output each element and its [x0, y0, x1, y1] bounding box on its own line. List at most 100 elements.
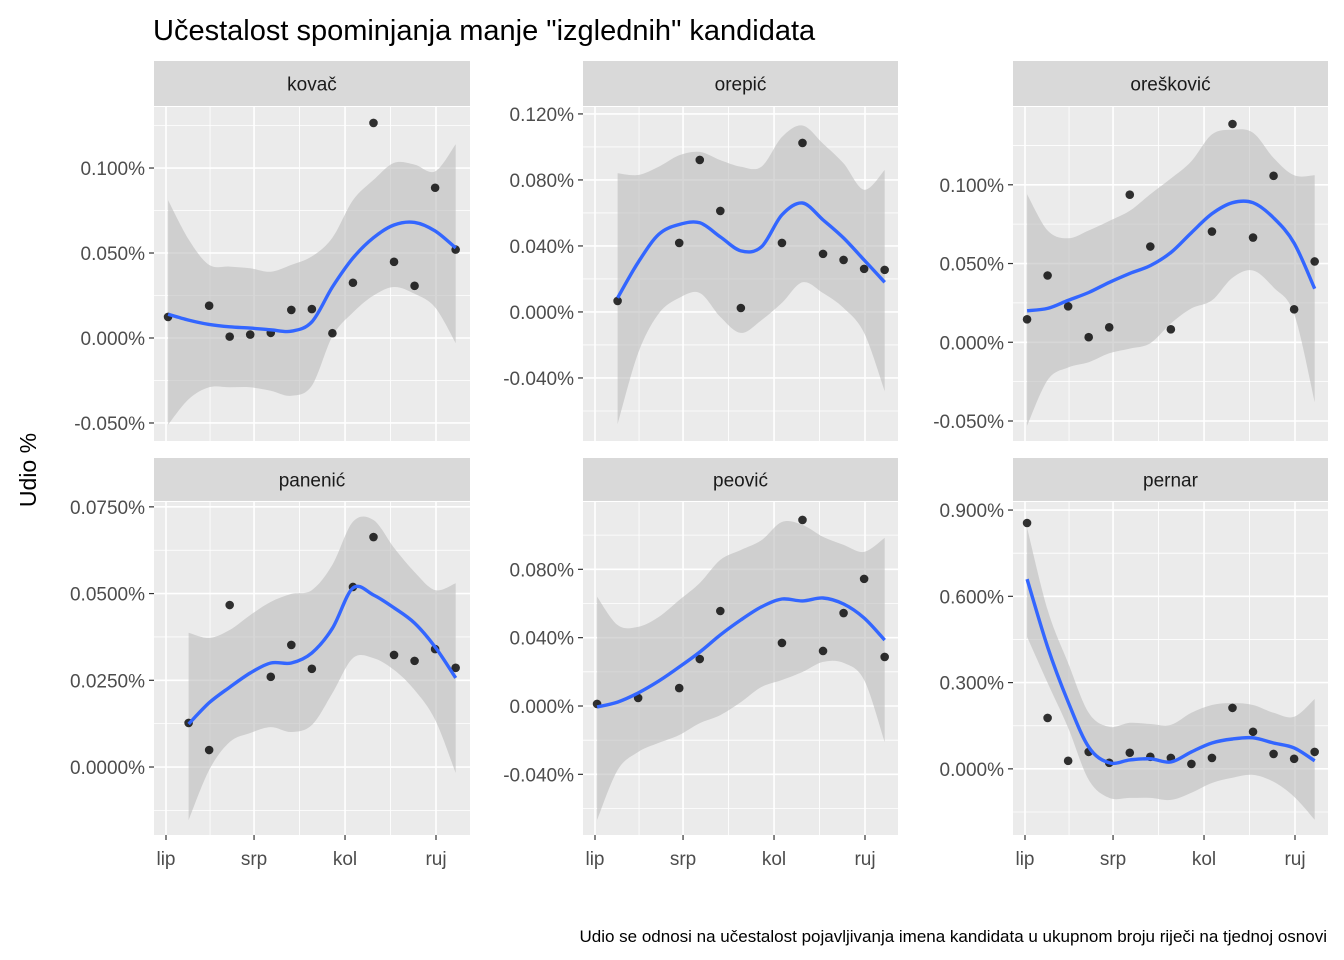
- data-point: [674, 238, 684, 248]
- data-point: [1187, 759, 1196, 769]
- facet-strip-label: orešković: [1130, 75, 1210, 96]
- data-point: [1310, 747, 1319, 757]
- data-point: [1269, 171, 1278, 181]
- facet-strip: [154, 458, 470, 501]
- data-point: [1022, 314, 1032, 324]
- data-point: [1228, 703, 1237, 713]
- facet-strip: [583, 61, 898, 106]
- data-point: [695, 155, 705, 165]
- data-point: [1228, 119, 1237, 129]
- x-tick-label: kol: [762, 849, 786, 870]
- data-point: [307, 664, 317, 674]
- facet-strip: [1013, 458, 1328, 501]
- y-tick-label: 0.000%: [940, 760, 1005, 781]
- facet-strip: [154, 61, 470, 106]
- facet-strip-label: pernar: [1143, 471, 1199, 492]
- data-point: [880, 652, 889, 662]
- data-point: [1084, 332, 1093, 342]
- y-tick-label: 0.0250%: [70, 671, 145, 692]
- data-point: [328, 328, 337, 338]
- data-point: [1125, 190, 1135, 200]
- data-point: [204, 745, 214, 755]
- x-tick-label: lip: [1015, 849, 1034, 870]
- y-tick-label: 0.080%: [510, 171, 575, 192]
- data-point: [1207, 227, 1217, 236]
- data-point: [798, 515, 807, 525]
- confidence-band: [1027, 129, 1315, 426]
- data-point: [859, 264, 869, 274]
- facet-strip: [1013, 61, 1328, 106]
- facet-strip-label: panenić: [279, 471, 346, 492]
- y-tick-label: 0.100%: [940, 176, 1005, 197]
- x-tick-label: kol: [1192, 849, 1216, 870]
- y-tick-label: 0.000%: [81, 329, 146, 350]
- x-tick-label: lip: [156, 849, 175, 870]
- data-point: [225, 332, 234, 341]
- data-point: [716, 606, 725, 616]
- y-tick-label: 0.040%: [510, 629, 575, 650]
- data-point: [1125, 748, 1135, 758]
- data-point: [1207, 753, 1217, 763]
- x-tick-label: srp: [670, 849, 696, 870]
- data-point: [287, 640, 296, 650]
- data-point: [1269, 749, 1278, 759]
- y-tick-label: 0.000%: [510, 303, 575, 324]
- confidence-band: [597, 520, 885, 820]
- confidence-band: [617, 125, 885, 425]
- y-tick-label: 0.050%: [81, 244, 146, 265]
- data-point: [1166, 325, 1176, 334]
- x-tick-label: srp: [241, 849, 267, 870]
- data-point: [410, 281, 419, 291]
- facet-panel-1: orepić -0.040% 0.000% 0.040% 0.080% 0.120%: [503, 61, 898, 441]
- data-point: [245, 330, 255, 339]
- data-point: [839, 255, 848, 265]
- data-point: [410, 656, 419, 666]
- smooth-line: [1026, 199, 1317, 313]
- y-tick-label: -0.050%: [74, 414, 145, 435]
- chart-title: Učestalost spominjanja manje "izglednih"…: [153, 15, 816, 47]
- data-point: [674, 683, 684, 693]
- data-point: [716, 206, 725, 216]
- y-tick-label: -0.040%: [503, 369, 574, 390]
- data-point: [451, 663, 460, 673]
- x-tick-label: kol: [333, 849, 357, 870]
- y-tick-label: 0.040%: [510, 237, 575, 258]
- y-tick-label: 0.000%: [940, 333, 1005, 354]
- y-tick-label: -0.050%: [933, 412, 1004, 433]
- facet-panel-4: peović -0.040% 0.000% 0.040% 0.080% lip srp kol…: [503, 458, 898, 870]
- data-point: [430, 183, 440, 193]
- x-tick-label: ruj: [425, 849, 446, 870]
- y-tick-label: 0.100%: [81, 159, 146, 180]
- facet-panel-0: kovač -0.050% 0.000% 0.050% 0.100%: [74, 61, 470, 441]
- x-tick-label: lip: [585, 849, 604, 870]
- y-tick-label: -0.040%: [503, 765, 574, 786]
- data-point: [777, 238, 787, 248]
- data-point: [348, 278, 358, 288]
- facet-strip: [583, 458, 898, 501]
- facet-strip-label: peović: [713, 471, 768, 492]
- data-point: [1310, 257, 1319, 266]
- confidence-band: [1027, 527, 1315, 820]
- data-point: [613, 296, 622, 306]
- y-tick-label: 0.050%: [940, 255, 1005, 276]
- facet-panel-5: pernar 0.000% 0.300% 0.600% 0.900% lip srp kol r…: [940, 458, 1328, 870]
- data-point: [389, 257, 399, 267]
- data-point: [777, 638, 787, 648]
- data-point: [389, 650, 399, 660]
- x-tick-label: ruj: [1284, 849, 1305, 870]
- y-tick-label: 0.0750%: [70, 498, 145, 519]
- data-point: [695, 654, 705, 664]
- data-point: [204, 301, 214, 311]
- y-tick-label: 0.080%: [510, 560, 575, 581]
- data-point: [1022, 518, 1032, 528]
- y-tick-label: 0.0500%: [70, 585, 145, 606]
- data-point: [1289, 754, 1299, 764]
- data-point: [1043, 271, 1052, 280]
- y-tick-label: 0.300%: [940, 674, 1005, 695]
- data-point: [1104, 323, 1114, 332]
- smooth-line: [167, 220, 457, 334]
- confidence-band: [188, 516, 456, 821]
- data-point: [798, 138, 807, 148]
- data-point: [1248, 727, 1258, 737]
- y-tick-label: 0.120%: [510, 105, 575, 126]
